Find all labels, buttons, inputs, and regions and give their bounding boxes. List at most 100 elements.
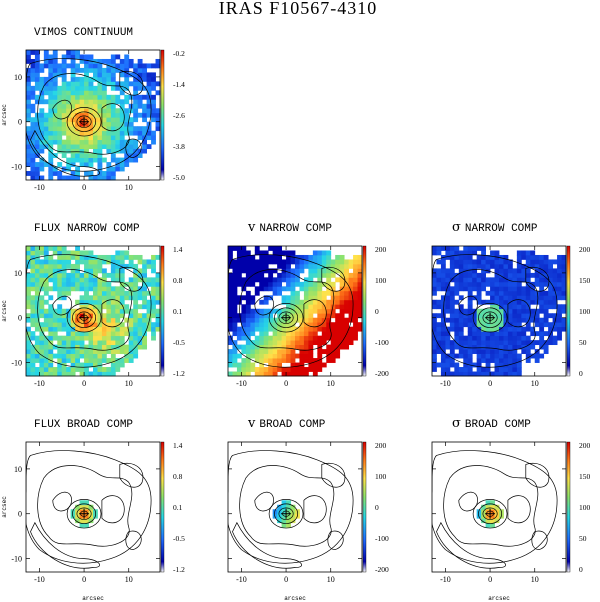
y-tick-label: 10 [14,73,22,82]
pixel-map [26,50,161,181]
colorbar-tick-label: 0.8 [173,472,183,481]
panel-title: σ NARROW COMP [452,220,538,235]
colorbar-tick-label: 0 [579,369,583,378]
colorbar [363,442,366,572]
x-tick-label: 0 [488,575,492,584]
panel-title: FLUX BROAD COMP [34,419,133,431]
x-tick-label: 0 [82,575,86,584]
colorbar-tick-label: 0.8 [173,276,183,285]
x-tick-label: -10 [34,183,45,192]
colorbar-tick-label: 0 [579,565,583,574]
x-tick-label: 10 [125,575,133,584]
x-tick-label: 0 [284,379,288,388]
colorbar-tick-label: -1.2 [173,369,185,378]
x-tick-label: -10 [440,379,451,388]
colorbar-tick-label: -2.6 [173,111,185,120]
figure-title: IRAS F10567-4310 [219,0,378,18]
panel-sigma-broad: σ BROAD COMP -10 0 10 arcsec 200 150 100 50 0 [431,416,591,602]
panel-title: v BROAD COMP [247,416,326,431]
panel-flux-broad: FLUX BROAD COMP -10 0 10 10 0 -10 arcsec arcsec 1… [1,419,185,602]
x-tick-label: 0 [488,379,492,388]
colorbar-tick-label: 200 [375,245,387,254]
y-tick-label: -10 [11,555,22,564]
colorbar-tick-label: -5.0 [173,173,185,182]
x-tick-label: -10 [236,575,247,584]
colorbar-tick-label: 100 [375,276,387,285]
panel-frame [25,441,161,573]
colorbar-tick-label: 200 [375,441,387,450]
y-axis-label: arcsec [1,300,8,322]
x-tick-label: 0 [82,183,86,192]
colorbar-tick-label: 0.1 [173,503,183,512]
colorbar-tick-label: 0.1 [173,307,183,316]
panel-flux-narrow: FLUX NARROW COMP -10 0 10 10 0 -10 arcsec 1.4 0.8… [1,223,185,388]
panel-title: VIMOS CONTINUUM [34,27,133,39]
colorbar-tick-label: -100 [375,534,389,543]
x-tick-label: 10 [531,379,539,388]
colorbar-tick-label: -1.2 [173,565,185,574]
x-axis-label: arcsec [488,595,510,602]
panel-grid: VIMOS CONTINUUM-10 0 10100-10arcsec-0.2-1.… [1,27,591,602]
y-tick-label: -10 [11,163,22,172]
x-tick-label: 0 [284,575,288,584]
colorbar-tick-label: 50 [579,534,587,543]
colorbar-tick-label: -200 [375,369,389,378]
colorbar-tick-label: 1.4 [173,441,183,450]
colorbar-tick-label: 50 [579,338,587,347]
colorbar [161,50,164,180]
x-tick-label: 10 [125,379,133,388]
x-tick-label: 10 [327,379,335,388]
y-tick-label: -10 [11,359,22,368]
x-axis-label: arcsec [82,595,104,602]
y-tick-label: 0 [18,118,22,127]
colorbar [567,246,570,376]
panel-title: FLUX NARROW COMP [34,223,140,235]
colorbar-tick-label: 0 [375,503,379,512]
colorbar-tick-label: 100 [579,307,591,316]
panel-frame [431,245,567,377]
panel-title: v NARROW COMP [247,220,332,235]
x-tick-label: 10 [327,575,335,584]
panel-vimos-continuum: VIMOS CONTINUUM -10 0 10 10 0 -10 arcsec -0.2 -1.… [1,27,185,192]
colorbar-tick-label: 150 [579,276,591,285]
panel-frame [227,441,363,573]
colorbar-tick-label: 1.4 [173,245,183,254]
colorbar-tick-label: -100 [375,338,389,347]
pixel-map [26,246,161,377]
colorbar [567,442,570,572]
colorbar-tick-label: -0.2 [173,49,185,58]
colorbar-tick-label: 100 [375,472,387,481]
x-tick-label: -10 [236,379,247,388]
y-axis-label: arcsec [1,104,8,126]
colorbar [363,246,366,376]
colorbar-tick-label: -0.5 [173,338,185,347]
colorbar-tick-label: 100 [579,503,591,512]
colorbar [161,442,164,572]
x-tick-label: -10 [34,379,45,388]
x-axis-label: arcsec [284,595,306,602]
y-tick-label: 10 [14,269,22,278]
x-tick-label: 0 [82,379,86,388]
panel-sigma-narrow: σ NARROW COMP -10 0 10 200 150 100 50 0 [431,220,591,388]
colorbar-tick-label: -0.5 [173,534,185,543]
colorbar-tick-label: -200 [375,565,389,574]
panel-title: σ BROAD COMP [452,416,531,431]
y-tick-label: 0 [18,314,22,323]
y-axis-label: arcsec [1,496,8,518]
panel-frame [227,245,363,377]
y-tick-label: 10 [14,465,22,474]
x-tick-label: 10 [531,575,539,584]
panel-frame [25,245,161,377]
colorbar-tick-label: -1.4 [173,80,185,89]
colorbar-tick-label: 200 [579,441,591,450]
colorbar-tick-label: 150 [579,472,591,481]
panel-frame [25,49,161,181]
pixel-map [432,246,567,377]
colorbar-tick-label: 0 [375,307,379,316]
panel-frame [431,441,567,573]
colorbar-tick-label: 200 [579,245,591,254]
colorbar-tick-label: -3.8 [173,142,185,151]
